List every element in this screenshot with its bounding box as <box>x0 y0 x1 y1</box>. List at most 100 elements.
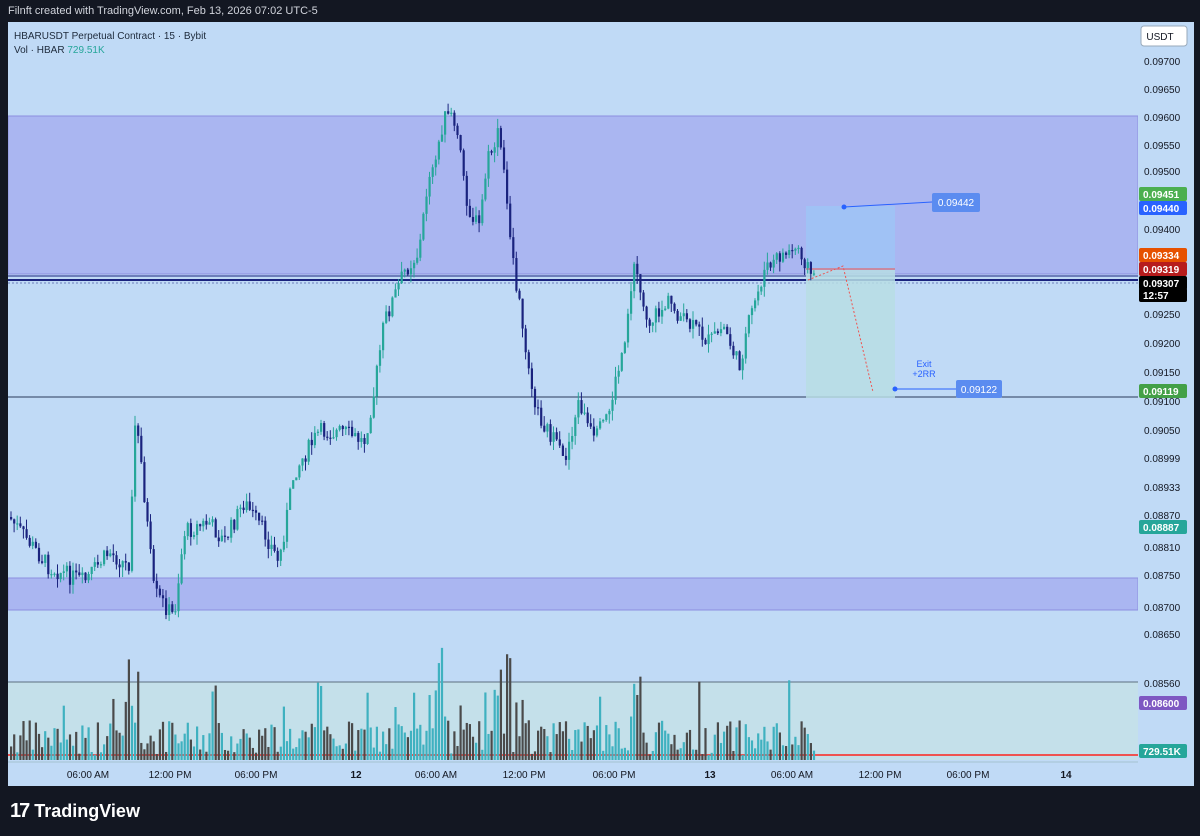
stop-anchor[interactable] <box>892 386 898 392</box>
price-tag <box>1139 187 1187 201</box>
time-axis[interactable] <box>8 762 1194 786</box>
price-tag-label: 0.09307 <box>1143 279 1180 290</box>
candle-body <box>490 151 493 153</box>
profit-zone[interactable] <box>806 206 895 270</box>
volume-bar <box>558 722 561 760</box>
candle-body <box>785 252 788 255</box>
candle-body <box>378 350 382 366</box>
volume-bar <box>512 751 515 760</box>
volume-bar <box>99 752 103 760</box>
candle-body <box>636 263 639 275</box>
volume-bar <box>112 698 115 760</box>
candle-body <box>766 262 769 270</box>
candle-body <box>685 313 688 320</box>
time-tick-label: 12:00 PM <box>859 770 902 781</box>
candle-body <box>719 329 723 334</box>
candle-body <box>13 519 16 524</box>
volume-bar <box>230 736 233 760</box>
candle-body <box>165 598 168 616</box>
candle-body <box>140 435 143 463</box>
candle-body <box>375 365 378 397</box>
volume-bar <box>13 734 16 760</box>
price-tick-label: 0.09700 <box>1144 57 1181 68</box>
candle-body <box>512 237 515 259</box>
volume-bar <box>484 692 487 760</box>
volume-bar <box>248 737 251 760</box>
currency-button[interactable] <box>1140 25 1188 47</box>
candle-body <box>791 250 794 252</box>
candle-body <box>608 410 611 415</box>
volume-bar <box>413 692 416 760</box>
candle-body <box>648 319 651 326</box>
candle-body <box>103 550 106 565</box>
volume-bar <box>242 729 245 760</box>
price-tick-label: 0.09600 <box>1144 113 1181 124</box>
volume-bar <box>589 738 592 760</box>
candle-body <box>87 574 90 581</box>
chart-area[interactable]: 0.09442 0.09122 Exit +2RR USDT 0.09700 0.… <box>8 22 1194 786</box>
volume-bar <box>620 748 623 760</box>
volume-bar <box>679 748 682 760</box>
volume-bar <box>617 728 620 760</box>
candle-body <box>741 358 744 371</box>
candle-body <box>406 269 409 275</box>
volume-bar <box>87 727 90 760</box>
volume-bar <box>766 741 769 760</box>
candle-body <box>388 311 391 317</box>
volume-bar <box>81 725 84 760</box>
volume-bar <box>788 680 791 760</box>
volume-line: Vol · HBAR 729.51K <box>14 44 206 58</box>
volume-bar <box>344 743 347 760</box>
volume-bar <box>744 724 747 760</box>
tradingview-logo[interactable]: 17 TradingView <box>10 800 140 823</box>
volume-bar <box>471 736 475 760</box>
volume-bar <box>614 721 617 760</box>
price-chart[interactable]: 0.09442 0.09122 Exit +2RR USDT 0.097000.… <box>8 22 1194 786</box>
candle-body <box>338 425 341 430</box>
volume-bar <box>171 722 174 760</box>
candle-body <box>481 199 484 224</box>
volume-bar <box>732 751 735 760</box>
candle-body <box>152 549 155 581</box>
candle-body <box>279 549 282 561</box>
candle-body <box>527 352 530 369</box>
price-tick-label: 0.08810 <box>1144 543 1181 554</box>
candle-body <box>403 269 406 272</box>
volume-bar <box>806 734 809 760</box>
volume-bar <box>25 740 28 760</box>
candle-body <box>735 351 738 356</box>
price-tick-label: 0.09150 <box>1144 368 1181 379</box>
volume-bar <box>713 734 716 760</box>
candle-body <box>394 289 397 298</box>
target-anchor[interactable] <box>841 204 847 210</box>
candle-body <box>623 342 626 353</box>
volume-bar <box>636 694 639 760</box>
volume-bar <box>561 731 564 760</box>
stop-label-box[interactable] <box>956 380 1002 398</box>
candle-body <box>781 252 785 262</box>
candle-body <box>65 565 68 572</box>
candle-body <box>552 432 555 442</box>
volume-bar <box>41 747 44 760</box>
volume-bar <box>103 744 106 760</box>
volume-bar <box>258 729 261 760</box>
risk-zone[interactable] <box>806 270 895 398</box>
volume-bar <box>769 749 772 760</box>
candle-body <box>797 247 800 250</box>
target-label-box[interactable] <box>932 193 980 212</box>
volume-bar <box>146 743 149 760</box>
demand-zone[interactable] <box>8 577 1139 611</box>
candle-body <box>493 147 496 153</box>
volume-bar <box>741 754 744 760</box>
price-tag-label: 12:57 <box>1143 291 1169 302</box>
volume-bar <box>121 735 124 760</box>
candle-body <box>568 441 571 460</box>
candle-body <box>37 547 41 562</box>
candle-body <box>211 519 214 523</box>
candle-body <box>434 159 437 168</box>
candle-body <box>409 268 413 275</box>
volume-bar <box>96 722 99 760</box>
volume-bar <box>599 696 602 760</box>
volume-bar <box>363 729 366 760</box>
volume-bar <box>59 742 62 760</box>
